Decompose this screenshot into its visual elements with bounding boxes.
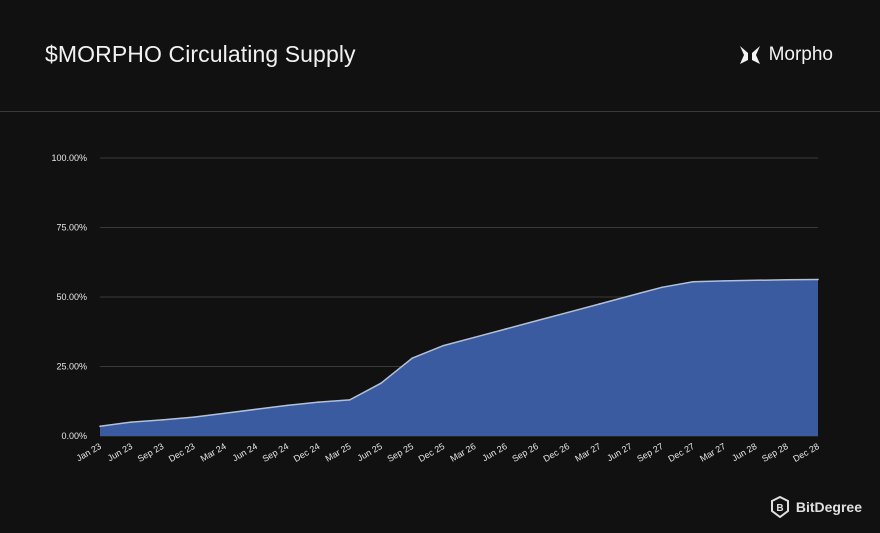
x-tick-label: Dec 26 [542, 441, 572, 464]
x-tick-label: Sep 28 [760, 441, 790, 464]
data-point [286, 404, 289, 407]
data-point [224, 412, 226, 415]
data-point [99, 425, 101, 428]
morpho-butterfly-icon [739, 46, 760, 64]
data-point [473, 336, 476, 339]
x-tick-label: Dec 24 [292, 441, 322, 464]
data-point [598, 303, 601, 305]
y-tick-label: 75.00% [56, 223, 87, 233]
chart-area: 0.00% 25.00% 50.00% 75.00% 100.00% Jan 23 Jun… [0, 112, 880, 528]
x-tick-label: Jun 24 [231, 441, 259, 463]
data-point [661, 286, 663, 289]
svg-text:B: B [776, 503, 783, 514]
x-tick-label: Mar 24 [199, 441, 228, 464]
x-tick-label: Sep 23 [136, 441, 166, 464]
series-line [99, 278, 819, 428]
data-point [161, 419, 164, 421]
x-tick-label: Sep 24 [261, 441, 291, 464]
brand-name: Morpho [768, 44, 833, 65]
bitdegree-watermark: B BitDegree [770, 496, 862, 518]
x-tick-label: Jun 23 [106, 441, 134, 463]
x-tick-label: Jan 23 [75, 441, 103, 463]
data-points [99, 278, 819, 428]
y-tick-label: 50.00% [56, 292, 87, 302]
data-point [817, 278, 819, 281]
chart-header: $MORPHO Circulating Supply Morpho [0, 0, 880, 112]
data-point [785, 278, 788, 281]
x-tick-label: Jun 26 [480, 441, 508, 463]
x-tick-label: Dec 25 [417, 441, 447, 464]
data-point [567, 311, 570, 314]
x-tick-label: Sep 27 [635, 441, 665, 464]
x-axis-ticks: Jan 23 Jun 23 Sep 23 Dec 23 Mar 24 Jun 24 Sep … [75, 441, 821, 464]
x-tick-label: Sep 26 [510, 441, 540, 464]
data-point [348, 399, 351, 401]
chart-title: $MORPHO Circulating Supply [45, 41, 356, 67]
y-tick-label: 0.00% [61, 431, 87, 441]
data-point [411, 357, 413, 359]
x-tick-label: Jun 25 [356, 441, 384, 463]
header-divider [0, 111, 880, 112]
watermark-name: BitDegree [795, 499, 862, 515]
x-tick-label: Mar 27 [573, 441, 602, 464]
brand-logo: Morpho [739, 44, 833, 66]
data-point [255, 408, 257, 411]
y-tick-label: 100.00% [51, 153, 87, 163]
data-point [754, 279, 757, 282]
data-point [442, 344, 445, 347]
data-point [130, 421, 133, 423]
y-axis-ticks: 0.00% 25.00% 50.00% 75.00% 100.00% [51, 153, 87, 441]
x-tick-label: Jun 27 [605, 441, 633, 463]
data-point [692, 280, 694, 283]
bitdegree-logo-icon: B [770, 496, 789, 518]
x-tick-label: Dec 23 [167, 441, 197, 464]
x-tick-label: Mar 26 [448, 441, 477, 464]
x-tick-label: Mar 25 [323, 441, 352, 464]
data-point [723, 280, 726, 282]
x-tick-label: Dec 28 [791, 441, 821, 464]
x-tick-label: Mar 27 [698, 441, 727, 464]
y-tick-label: 25.00% [56, 362, 87, 372]
data-point [192, 416, 195, 418]
data-point [317, 401, 320, 403]
data-point [505, 328, 507, 330]
area-chart: 0.00%25.00%50.00%75.00%100.00% Jan 23 Jun… [51, 153, 821, 464]
data-point [629, 294, 632, 297]
data-point [380, 382, 382, 384]
series-area [100, 279, 818, 436]
x-tick-label: Sep 25 [385, 441, 415, 464]
data-point [536, 319, 538, 322]
x-tick-label: Dec 27 [666, 441, 696, 464]
x-tick-label: Jun 28 [730, 441, 758, 463]
